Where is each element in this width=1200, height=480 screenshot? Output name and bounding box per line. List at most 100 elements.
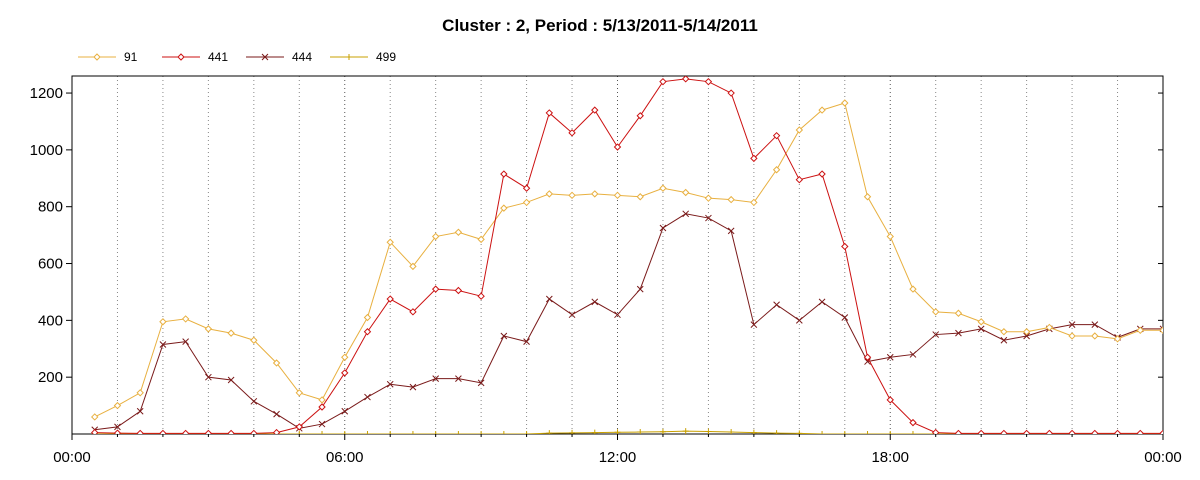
data-point-91 bbox=[568, 191, 576, 200]
data-point-499 bbox=[728, 429, 735, 434]
legend-item-499: 499 bbox=[330, 50, 396, 64]
data-point-499 bbox=[773, 430, 780, 434]
data-point-441 bbox=[1045, 429, 1054, 434]
data-point-91 bbox=[341, 353, 349, 361]
data-point-499 bbox=[614, 429, 621, 434]
data-point-91 bbox=[500, 204, 508, 212]
data-point-441 bbox=[704, 77, 713, 86]
data-point-91 bbox=[159, 318, 167, 326]
data-point-441 bbox=[113, 429, 122, 434]
data-point-91 bbox=[454, 228, 463, 236]
data-point-441 bbox=[1136, 429, 1144, 434]
data-point-91 bbox=[1091, 332, 1099, 340]
data-point-91 bbox=[841, 99, 849, 107]
data-point-499 bbox=[296, 431, 303, 434]
data-point-444 bbox=[114, 423, 121, 431]
y-tick-label: 200 bbox=[38, 369, 63, 386]
data-point-444 bbox=[727, 227, 735, 235]
data-point-91 bbox=[181, 315, 190, 323]
data-point-444 bbox=[705, 214, 712, 222]
x-tick-label: 18:00 bbox=[871, 449, 909, 466]
data-point-444 bbox=[1023, 332, 1030, 340]
data-point-441 bbox=[932, 428, 940, 434]
axes: 200 400 600 800 1000 1200 00:00 06:00 12:00 18:00… bbox=[30, 75, 1182, 466]
data-point-441 bbox=[204, 429, 213, 434]
chart-title: Cluster : 2, Period : 5/13/2011-5/14/201… bbox=[442, 16, 758, 35]
data-point-441 bbox=[250, 429, 258, 434]
data-point-441 bbox=[363, 328, 372, 336]
data-point-441 bbox=[568, 129, 576, 137]
data-point-91 bbox=[409, 262, 417, 271]
data-point-441 bbox=[454, 286, 463, 295]
data-point-444 bbox=[409, 383, 417, 391]
y-tick-label: 800 bbox=[38, 199, 63, 216]
data-point-91 bbox=[545, 190, 554, 198]
data-point-444 bbox=[386, 380, 394, 388]
data-point-441 bbox=[181, 429, 190, 434]
legend-label: 441 bbox=[208, 50, 228, 64]
data-point-444 bbox=[341, 407, 349, 415]
data-point-444 bbox=[682, 210, 690, 218]
x-tick-label: 06:00 bbox=[326, 449, 364, 466]
data-point-499 bbox=[909, 431, 916, 434]
data-point-444 bbox=[659, 224, 667, 232]
data-point-91 bbox=[318, 396, 326, 404]
data-point-441 bbox=[1113, 429, 1122, 434]
data-point-499 bbox=[409, 431, 416, 434]
data-point-499 bbox=[750, 429, 757, 434]
x-tick-label: 12:00 bbox=[599, 449, 637, 466]
data-point-91 bbox=[1068, 332, 1076, 340]
data-point-441 bbox=[431, 285, 440, 293]
data-point-441 bbox=[659, 77, 667, 86]
data-point-441 bbox=[613, 143, 622, 151]
data-point-91 bbox=[204, 325, 213, 333]
data-point-499 bbox=[500, 431, 507, 434]
data-point-444 bbox=[864, 358, 871, 365]
data-point-441 bbox=[295, 423, 303, 431]
y-tick-label: 1200 bbox=[30, 85, 63, 102]
data-point-91 bbox=[818, 106, 826, 114]
data-point-444 bbox=[182, 338, 189, 346]
data-point-499 bbox=[887, 431, 894, 434]
data-point-444 bbox=[795, 316, 803, 324]
data-point-441 bbox=[477, 292, 485, 300]
data-point-499 bbox=[864, 431, 871, 434]
data-point-91 bbox=[522, 198, 531, 207]
data-point-441 bbox=[772, 131, 781, 140]
data-point-91 bbox=[1136, 326, 1144, 335]
legend-item-441: 441 bbox=[162, 50, 228, 64]
data-point-91 bbox=[704, 194, 713, 202]
data-point-444 bbox=[227, 376, 235, 384]
data-point-91 bbox=[1022, 328, 1031, 336]
data-point-444 bbox=[364, 393, 371, 401]
data-point-91 bbox=[750, 198, 758, 207]
legend-label: 499 bbox=[376, 50, 396, 64]
data-point-499 bbox=[478, 431, 485, 434]
data-point-499 bbox=[341, 431, 348, 434]
data-point-499 bbox=[546, 430, 553, 434]
data-point-444 bbox=[273, 410, 280, 418]
data-point-444 bbox=[841, 314, 849, 321]
data-point-444 bbox=[773, 301, 780, 309]
data-point-499 bbox=[455, 431, 462, 434]
data-point-444 bbox=[818, 298, 826, 306]
data-point-499 bbox=[591, 429, 598, 434]
data-point-444 bbox=[477, 379, 485, 387]
data-point-441 bbox=[636, 112, 644, 120]
series-line-91 bbox=[94, 102, 1163, 418]
data-point-91 bbox=[363, 313, 372, 322]
legend-label: 444 bbox=[292, 50, 312, 64]
data-point-441 bbox=[500, 170, 508, 178]
series-91 bbox=[91, 99, 1163, 421]
data-point-91 bbox=[272, 359, 281, 367]
data-point-91 bbox=[1159, 326, 1163, 335]
data-point-91 bbox=[977, 318, 985, 326]
data-point-441 bbox=[886, 396, 894, 404]
data-point-91 bbox=[250, 336, 258, 344]
data-point-444 bbox=[136, 407, 144, 415]
data-point-444 bbox=[636, 285, 644, 293]
data-point-441 bbox=[681, 76, 690, 83]
data-point-444 bbox=[205, 373, 212, 381]
data-point-441 bbox=[522, 184, 531, 192]
